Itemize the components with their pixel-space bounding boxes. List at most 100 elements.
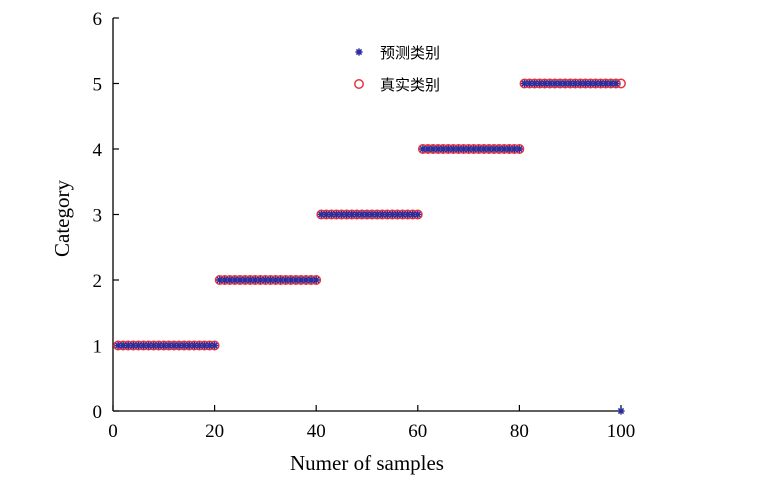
data-point-asterisk xyxy=(221,276,229,284)
legend-item: 预测类别 xyxy=(355,44,440,62)
y-axis-title: Category xyxy=(50,180,74,257)
data-point-asterisk xyxy=(185,341,193,350)
data-point-asterisk xyxy=(475,145,483,153)
data-point-asterisk xyxy=(327,210,336,219)
data-point-asterisk xyxy=(317,210,325,219)
data-point-asterisk xyxy=(536,79,544,88)
data-point-asterisk xyxy=(592,79,600,88)
data-point-asterisk xyxy=(175,341,183,350)
data-point-asterisk xyxy=(353,210,361,219)
data-point-asterisk xyxy=(216,276,224,284)
data-point-asterisk xyxy=(495,145,503,153)
data-point-asterisk xyxy=(419,145,427,153)
x-tick-label: 20 xyxy=(205,421,224,442)
data-point-asterisk xyxy=(566,79,574,88)
data-point-asterisk xyxy=(246,276,254,284)
data-point-asterisk xyxy=(114,341,122,350)
data-point-asterisk xyxy=(139,341,148,350)
y-tick-label: 6 xyxy=(93,9,103,30)
data-point-asterisk xyxy=(571,79,579,88)
data-point-asterisk xyxy=(586,79,595,88)
data-point-asterisk xyxy=(409,210,417,219)
data-point-asterisk xyxy=(200,341,209,350)
data-point-asterisk xyxy=(134,341,142,350)
data-point-asterisk xyxy=(180,341,188,350)
data-point-asterisk xyxy=(150,341,158,350)
data-point-asterisk xyxy=(338,210,346,219)
data-point-asterisk xyxy=(205,341,214,350)
data-point-asterisk xyxy=(302,276,310,284)
data-point-asterisk xyxy=(398,210,407,219)
data-point-asterisk xyxy=(332,210,341,219)
x-axis-title: Numer of samples xyxy=(290,451,444,475)
data-point-asterisk xyxy=(531,79,539,88)
data-point-asterisk xyxy=(155,341,163,350)
axes: 0 20 40 60 80 100 0 1 2 3 4 5 6 Numer of samples Categ… xyxy=(50,9,635,475)
legend-item: 真实类别 xyxy=(354,76,440,94)
data-point-asterisk xyxy=(287,276,295,284)
data-point-asterisk xyxy=(170,341,178,350)
series-predicted-category xyxy=(114,79,625,415)
data-point-asterisk xyxy=(459,145,468,153)
data-point-asterisk xyxy=(581,79,590,88)
data-point-asterisk xyxy=(617,407,625,415)
data-point-asterisk xyxy=(424,145,432,153)
data-point-asterisk xyxy=(576,79,584,88)
data-point-asterisk xyxy=(271,276,280,284)
data-point-asterisk xyxy=(490,145,498,153)
data-point-asterisk xyxy=(607,79,615,88)
data-point-asterisk xyxy=(144,341,153,350)
data-point-asterisk xyxy=(480,145,488,153)
data-point-asterisk xyxy=(404,210,412,219)
data-point-asterisk xyxy=(602,79,610,88)
data-point-asterisk xyxy=(119,341,127,350)
y-tick-label: 4 xyxy=(93,140,103,161)
data-point-asterisk xyxy=(444,145,452,153)
data-point-asterisk xyxy=(129,341,137,350)
legend-marker-asterisk xyxy=(355,48,363,56)
data-point-asterisk xyxy=(465,145,473,153)
data-point-asterisk xyxy=(363,210,371,219)
data-point-asterisk xyxy=(251,276,259,284)
data-point-asterisk xyxy=(470,145,478,153)
data-point-asterisk xyxy=(312,276,320,284)
data-point-asterisk xyxy=(343,210,351,219)
data-point-asterisk xyxy=(449,145,457,153)
y-tick-label: 3 xyxy=(93,206,103,227)
data-point-asterisk xyxy=(429,145,437,153)
data-point-asterisk xyxy=(124,341,132,350)
data-point-asterisk xyxy=(160,341,168,350)
y-tick-label: 5 xyxy=(93,75,103,96)
x-tick-label: 0 xyxy=(108,421,118,442)
data-point-asterisk xyxy=(500,145,508,153)
data-point-asterisk xyxy=(236,276,244,284)
data-point-asterisk xyxy=(485,145,493,153)
y-tick-label: 0 xyxy=(93,402,103,423)
x-tick-label: 60 xyxy=(408,421,427,442)
data-point-asterisk xyxy=(561,79,569,88)
data-point-asterisk xyxy=(520,79,529,88)
data-point-asterisk xyxy=(454,145,463,153)
legend-label: 真实类别 xyxy=(380,76,440,94)
data-point-asterisk xyxy=(261,276,269,284)
data-point-asterisk xyxy=(266,276,275,284)
data-point-asterisk xyxy=(612,79,620,88)
data-point-asterisk xyxy=(241,276,249,284)
data-point-asterisk xyxy=(307,276,315,284)
data-point-asterisk xyxy=(383,210,391,219)
data-point-asterisk xyxy=(358,210,366,219)
x-tick-label: 80 xyxy=(510,421,529,442)
data-point-asterisk xyxy=(292,276,300,284)
data-point-asterisk xyxy=(434,145,442,153)
data-point-asterisk xyxy=(322,210,330,219)
data-point-asterisk xyxy=(378,210,386,219)
data-point-asterisk xyxy=(165,341,173,350)
data-point-asterisk xyxy=(211,341,219,350)
y-tick-label: 2 xyxy=(93,271,103,292)
data-point-asterisk xyxy=(256,276,264,284)
data-point-asterisk xyxy=(597,79,605,88)
y-tick-label: 1 xyxy=(93,337,103,358)
data-point-asterisk xyxy=(541,79,549,88)
